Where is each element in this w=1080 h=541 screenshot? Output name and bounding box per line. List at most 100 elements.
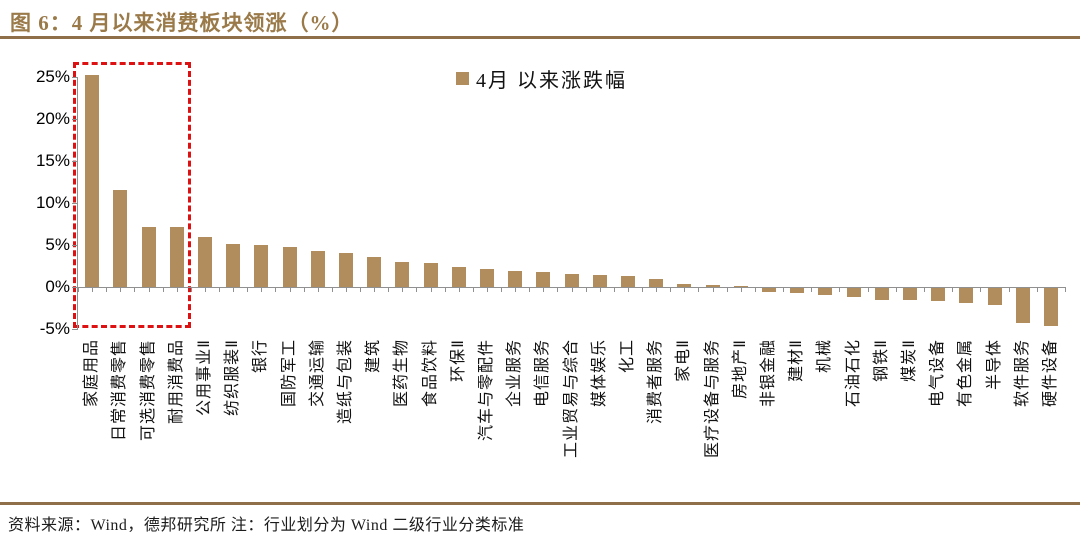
x-category-label: 硬件设备 <box>1041 339 1059 408</box>
bar <box>761 288 776 293</box>
title-divider <box>0 36 1080 39</box>
x-category-label: 建筑 <box>365 339 383 374</box>
x-axis-tick <box>627 287 629 292</box>
x-axis-tick <box>289 287 291 292</box>
x-category-label: 企业服务 <box>506 339 524 408</box>
bar <box>197 236 212 287</box>
y-tick-label: 25% <box>35 67 70 86</box>
x-axis-tick <box>486 287 488 292</box>
x-axis-tick <box>543 287 545 292</box>
x-axis-tick <box>924 287 925 292</box>
x-axis-tick <box>402 287 404 292</box>
x-axis-tick <box>670 287 672 292</box>
figure-title: 图 6：4 月以来消费板块领涨（%） <box>10 11 354 35</box>
x-axis-tick <box>106 287 108 292</box>
y-tick-label: 15% <box>35 151 70 170</box>
bar <box>874 288 889 300</box>
x-axis-tick <box>895 287 897 292</box>
x-category-label: 汽车与零配件 <box>477 339 495 442</box>
bar <box>508 271 523 287</box>
x-axis-tick <box>190 287 192 292</box>
bar <box>282 246 297 287</box>
x-category-label: 公用事业Ⅱ <box>195 339 213 416</box>
x-axis-tick <box>219 287 220 292</box>
y-tick-label: 20% <box>35 109 70 128</box>
bar <box>1043 288 1058 326</box>
x-axis-tick <box>599 287 601 292</box>
bar <box>423 263 438 287</box>
bar <box>592 275 607 287</box>
chart-legend: 4月 以来涨跌幅 <box>456 64 627 93</box>
legend-swatch-icon <box>456 72 469 85</box>
bar <box>790 288 805 294</box>
x-axis-tick <box>204 287 206 292</box>
x-category-label: 房地产Ⅱ <box>731 339 749 399</box>
x-axis-tick <box>557 287 559 292</box>
bar <box>620 276 635 287</box>
x-category-label: 化工 <box>618 339 636 374</box>
bar <box>141 227 156 287</box>
x-axis-tick <box>642 287 643 292</box>
x-category-label: 交通运输 <box>308 339 326 408</box>
x-axis-tick <box>980 287 982 292</box>
x-axis-tick <box>233 287 235 292</box>
highlight-box <box>73 62 191 328</box>
x-category-label: 耐用消费品 <box>167 339 185 425</box>
x-axis-tick <box>472 287 474 292</box>
x-category-label: 医药生物 <box>393 339 411 408</box>
source-note: 资料来源：Wind，德邦研究所 注：行业划分为 Wind 二级行业分类标准 <box>8 517 525 534</box>
x-axis-tick <box>529 287 531 292</box>
y-tick <box>72 76 78 78</box>
x-axis-tick <box>754 287 756 292</box>
footer-divider <box>0 502 1080 505</box>
x-category-label: 造纸与包装 <box>336 339 354 425</box>
x-axis-tick <box>247 287 249 292</box>
x-axis-tick <box>952 287 954 292</box>
x-category-label: 软件服务 <box>1013 339 1031 408</box>
bar <box>959 288 974 304</box>
x-axis-tick <box>261 287 263 292</box>
x-category-label: 非银金融 <box>759 339 777 408</box>
bar <box>254 245 269 287</box>
x-category-label: 电气设备 <box>929 339 947 408</box>
x-axis-tick <box>345 287 347 292</box>
x-axis-tick <box>416 287 418 292</box>
x-axis-tick <box>1008 287 1010 292</box>
x-category-label: 电信服务 <box>534 339 552 408</box>
x-axis-tick <box>275 287 277 292</box>
bar <box>536 271 551 287</box>
x-axis-tick <box>585 287 587 292</box>
x-category-label: 银行 <box>252 339 270 374</box>
x-axis-tick <box>360 287 361 292</box>
bar <box>226 244 241 287</box>
x-category-label: 钢铁Ⅱ <box>872 339 890 382</box>
x-axis-tick <box>811 287 813 292</box>
x-category-label: 家庭用品 <box>83 339 101 408</box>
x-category-label: 环保Ⅱ <box>449 339 467 382</box>
x-category-label: 家电Ⅱ <box>675 339 693 382</box>
x-axis-tick <box>613 287 615 292</box>
x-axis-tick <box>458 287 460 292</box>
x-axis-tick <box>374 287 376 292</box>
bar <box>113 190 128 287</box>
bar <box>705 285 720 287</box>
y-tick <box>72 328 78 330</box>
x-axis-tick <box>867 287 869 292</box>
y-tick-label: 10% <box>35 193 70 212</box>
y-tick <box>72 202 78 204</box>
x-axis-tick <box>444 287 446 292</box>
x-axis-tick <box>176 287 178 292</box>
bar <box>902 288 917 300</box>
bar <box>310 250 325 287</box>
x-category-label: 纺织服装Ⅱ <box>224 339 242 416</box>
bar <box>846 288 861 298</box>
x-axis-tick <box>92 287 94 292</box>
bar-chart: 4月 以来涨跌幅 25% 20% 15% 10% 5% 0% -5% 家庭用品 日常消费零售 可选… <box>0 40 1080 500</box>
bar <box>395 261 410 287</box>
x-axis-tick <box>331 287 333 292</box>
bar <box>677 283 692 287</box>
x-category-label: 消费者服务 <box>647 339 665 425</box>
x-axis-tick <box>120 287 122 292</box>
x-axis-tick <box>712 287 714 292</box>
